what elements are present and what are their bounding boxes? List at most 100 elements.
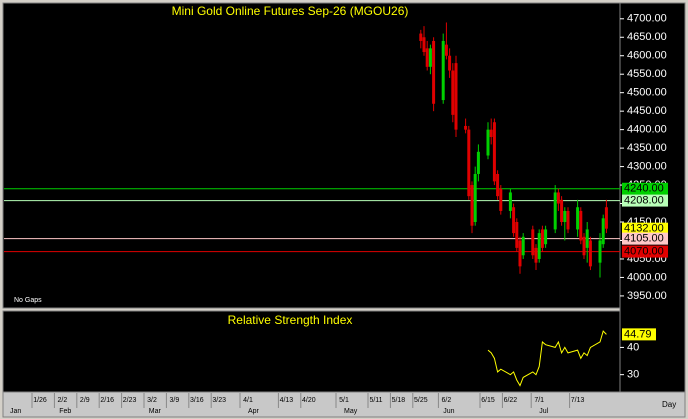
- candle-body: [486, 129, 490, 156]
- candle-body: [428, 48, 432, 67]
- x-tick-label: 2/2: [58, 397, 68, 404]
- x-tick-label: 5/11: [369, 397, 382, 404]
- candle-body: [553, 192, 557, 230]
- candle-body: [521, 236, 525, 256]
- candle-body: [489, 129, 493, 138]
- x-tick-label: 6/15: [481, 397, 495, 404]
- level-label: 4132.00: [624, 223, 664, 235]
- candle-body: [473, 173, 477, 223]
- candle-body: [556, 192, 560, 204]
- x-tick-label: 5/18: [392, 397, 406, 404]
- rsi-last-label: 44.79: [624, 328, 652, 340]
- candle-body: [432, 40, 436, 104]
- x-tick-label: 3/9: [170, 397, 180, 404]
- rsi-label-bg: [622, 328, 656, 341]
- candle-body: [601, 218, 605, 245]
- candle-body: [563, 210, 567, 223]
- candle-body: [499, 188, 503, 211]
- date-axis: [2, 391, 686, 418]
- candle-body: [492, 122, 496, 182]
- level-label-bg: [622, 194, 668, 207]
- candle-body: [444, 44, 448, 56]
- candle-body: [585, 229, 589, 248]
- month-label: Apr: [248, 408, 260, 415]
- month-label: May: [344, 408, 358, 415]
- x-tick-label: 2/9: [80, 397, 90, 404]
- month-label: Jan: [10, 408, 21, 415]
- x-tick-label: 4/1: [243, 397, 253, 404]
- x-tick-label: 2/23: [123, 397, 137, 404]
- candle-body: [425, 48, 429, 67]
- candle-body: [508, 192, 512, 211]
- level-label: 4070.00: [624, 245, 664, 257]
- candle-body: [451, 70, 455, 115]
- y-tick-label: 4000.00: [627, 271, 667, 283]
- chart-title: Mini Gold Online Futures Sep-26 (MGOU26): [172, 4, 409, 18]
- candle-body: [512, 207, 516, 234]
- y-tick-label: 4500.00: [627, 87, 667, 99]
- month-label: Jul: [539, 408, 548, 415]
- level-label: 4240.00: [624, 183, 664, 195]
- candle-body: [464, 125, 468, 130]
- x-tick-label: 1/26: [33, 397, 47, 404]
- y-tick-label: 4700.00: [627, 13, 667, 25]
- y-tick-label: 4300.00: [627, 160, 667, 172]
- candle-body: [588, 240, 592, 267]
- y-tick-label: 3950.00: [627, 290, 667, 302]
- x-tick-label: 2/16: [100, 397, 114, 404]
- candle-body: [534, 247, 538, 263]
- candle-body: [476, 151, 480, 174]
- x-tick-label: 4/13: [280, 397, 294, 404]
- y-tick-label: 4650.00: [627, 31, 667, 43]
- x-tick-label: 5/1: [339, 397, 349, 404]
- candle-body: [604, 207, 608, 229]
- price-panel: [2, 2, 621, 309]
- candle-body: [544, 229, 548, 245]
- candle-body: [566, 210, 570, 230]
- x-tick-label: 6/22: [504, 397, 518, 404]
- candle-body: [419, 33, 423, 41]
- candle-body: [422, 37, 426, 53]
- candle-body: [531, 229, 535, 256]
- candle-body: [454, 63, 458, 130]
- month-label: Feb: [59, 408, 71, 415]
- level-label-bg: [622, 245, 668, 258]
- rsi-line: [487, 330, 607, 387]
- y-tick-label: 4450.00: [627, 105, 667, 117]
- level-label: 4105.00: [624, 233, 664, 245]
- x-tick-label: 3/16: [190, 397, 204, 404]
- level-label-bg: [622, 232, 668, 245]
- level-label-bg: [622, 222, 668, 235]
- x-tick-label: 3/23: [212, 397, 226, 404]
- x-tick-label: 3/2: [147, 397, 157, 404]
- candle-body: [579, 210, 583, 241]
- candle-body: [540, 229, 544, 248]
- candle-body: [582, 236, 586, 256]
- x-tick-label: 5/25: [414, 397, 428, 404]
- y-tick-label: 4550.00: [627, 68, 667, 80]
- level-label: 4208.00: [624, 194, 664, 206]
- candle-body: [441, 40, 445, 101]
- candle-body: [598, 240, 602, 263]
- x-tick-label: 6/2: [442, 397, 452, 404]
- candle-body: [496, 173, 500, 197]
- y-tick-label: 30: [627, 369, 639, 381]
- month-label: Jun: [443, 408, 454, 415]
- x-tick-label: 4/20: [302, 397, 316, 404]
- note: No Gaps: [14, 297, 42, 304]
- candle-body: [576, 207, 580, 230]
- candle-body: [518, 240, 522, 267]
- y-tick-label: 40: [627, 341, 639, 353]
- candle-body: [560, 199, 564, 223]
- level-label-bg: [622, 182, 668, 195]
- candle-body: [470, 185, 474, 226]
- rsi-panel: [2, 310, 621, 393]
- candle-body: [537, 233, 541, 259]
- x-tick-label: 7/1: [534, 397, 544, 404]
- y-tick-label: 4350.00: [627, 142, 667, 154]
- month-label: Mar: [149, 408, 162, 415]
- y-tick-label: 4400.00: [627, 124, 667, 136]
- period-label: Day: [662, 400, 676, 409]
